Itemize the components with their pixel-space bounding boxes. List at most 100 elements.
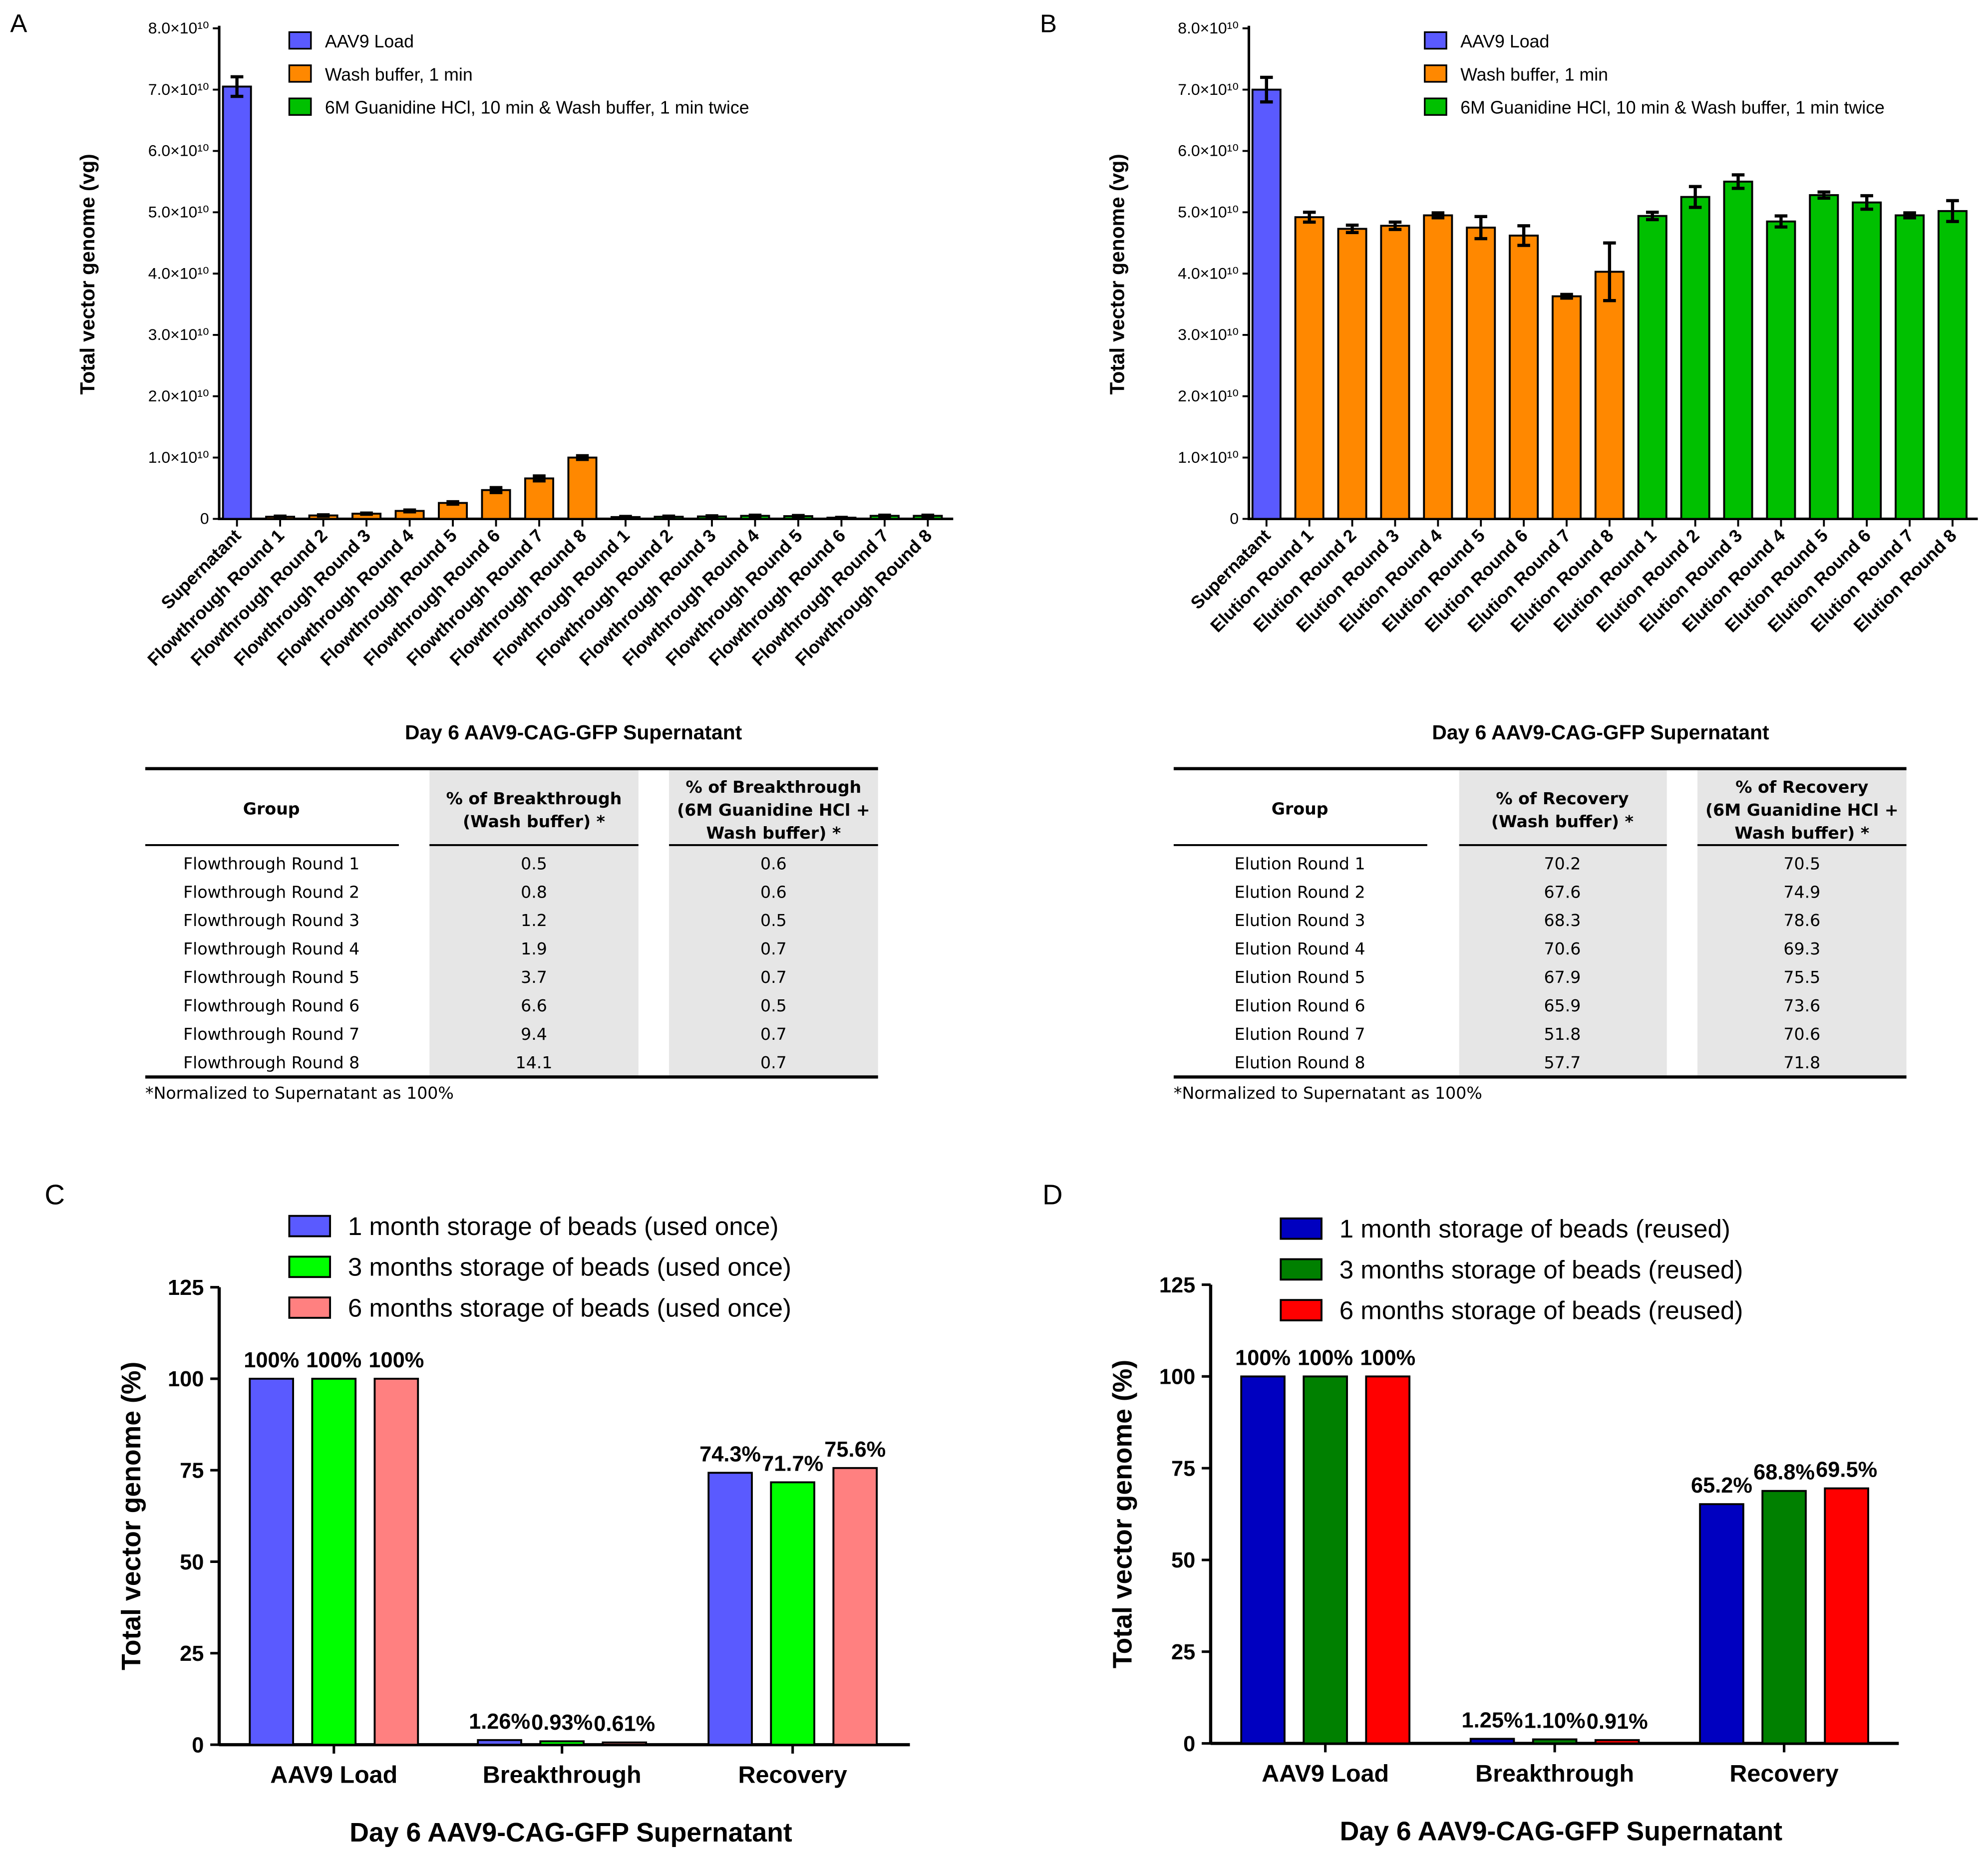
data-label: 74.3% bbox=[699, 1442, 761, 1466]
error-bar bbox=[1517, 224, 1530, 247]
table-cell: Flowthrough Round 6 bbox=[183, 996, 359, 1015]
column-header: % of Breakthrough bbox=[686, 777, 862, 797]
table-cell: Elution Round 5 bbox=[1235, 967, 1365, 987]
x-tick-label: AAV9 Load bbox=[1262, 1760, 1389, 1787]
y-axis-label: Total vector genome (vg) bbox=[76, 154, 99, 394]
y-tick-label: 4.0×10¹⁰ bbox=[1178, 264, 1239, 282]
bar bbox=[1594, 1739, 1640, 1745]
y-tick-label: 25 bbox=[180, 1642, 204, 1666]
bar bbox=[1766, 220, 1796, 520]
error-bar bbox=[1603, 241, 1616, 303]
error-bar bbox=[1646, 211, 1659, 222]
table-cell: Flowthrough Round 1 bbox=[183, 854, 359, 873]
legend-label: Wash buffer, 1 min bbox=[325, 64, 473, 84]
error-bar bbox=[792, 514, 805, 519]
table-cell: Flowthrough Round 2 bbox=[183, 882, 359, 902]
y-tick-label: 8.0×10¹⁰ bbox=[1178, 19, 1239, 37]
data-label: 65.2% bbox=[1691, 1474, 1752, 1498]
table-cell: 51.8 bbox=[1544, 1024, 1581, 1044]
table-cell: Flowthrough Round 4 bbox=[183, 939, 359, 958]
data-label: 100% bbox=[1298, 1346, 1353, 1370]
bar bbox=[707, 1472, 753, 1746]
bar bbox=[1365, 1375, 1411, 1745]
bar bbox=[832, 1467, 878, 1746]
error-bar bbox=[748, 513, 762, 518]
table-cell: 74.9 bbox=[1783, 882, 1820, 902]
y-tick-label: 8.0×10¹⁰ bbox=[148, 19, 209, 37]
column-header: (Wash buffer) * bbox=[463, 812, 605, 831]
table-cell: Flowthrough Round 8 bbox=[183, 1053, 359, 1072]
bar bbox=[770, 1481, 816, 1746]
bar bbox=[1761, 1490, 1807, 1745]
panel-label-a: A bbox=[10, 9, 27, 37]
bar bbox=[1594, 271, 1625, 520]
bar bbox=[1852, 201, 1882, 520]
legend-swatch bbox=[288, 97, 312, 116]
y-axis-label: Total vector genome (%) bbox=[1108, 1360, 1138, 1668]
legend-swatch bbox=[288, 1255, 331, 1278]
data-label: 0.61% bbox=[594, 1712, 655, 1736]
table-cell: 0.8 bbox=[521, 882, 547, 902]
error-bar bbox=[1774, 214, 1788, 229]
table-cell: 68.3 bbox=[1544, 911, 1581, 930]
error-bar bbox=[1903, 211, 1916, 220]
bar bbox=[1895, 214, 1925, 520]
error-bar bbox=[1474, 215, 1487, 241]
legend-label: AAV9 Load bbox=[325, 31, 414, 51]
error-bar bbox=[1946, 199, 1959, 223]
table-cell: 0.7 bbox=[760, 939, 787, 958]
bar bbox=[1294, 216, 1325, 520]
column-shade bbox=[1697, 768, 1907, 1077]
table-cell: 69.3 bbox=[1783, 939, 1820, 958]
column-header: % of Recovery bbox=[1735, 777, 1869, 797]
table-cell: 0.6 bbox=[760, 854, 787, 873]
y-tick-label: 125 bbox=[168, 1276, 204, 1300]
column-header: Wash buffer) * bbox=[706, 823, 841, 843]
bar bbox=[1937, 210, 1968, 520]
data-label: 1.25% bbox=[1462, 1708, 1523, 1732]
y-tick-label: 3.0×10¹⁰ bbox=[1178, 325, 1239, 343]
legend-label: Wash buffer, 1 min bbox=[1460, 64, 1608, 84]
table-cell: Elution Round 2 bbox=[1235, 882, 1365, 902]
y-tick-label: 0 bbox=[1230, 510, 1239, 528]
error-bar bbox=[576, 454, 589, 461]
bar bbox=[602, 1741, 648, 1746]
error-bar bbox=[489, 486, 503, 494]
error-bar bbox=[1860, 194, 1873, 211]
data-label: 100% bbox=[1360, 1346, 1415, 1370]
error-bar bbox=[1260, 75, 1273, 104]
error-bar bbox=[878, 513, 891, 518]
bar bbox=[1423, 214, 1453, 520]
error-bar bbox=[360, 511, 373, 516]
data-label: 69.5% bbox=[1816, 1458, 1877, 1482]
table-cell: 67.6 bbox=[1544, 882, 1581, 902]
table-cell: 75.5 bbox=[1783, 967, 1820, 987]
bar bbox=[1637, 215, 1667, 520]
chart-title: Day 6 AAV9-CAG-GFP Supernatant bbox=[1340, 1816, 1783, 1846]
x-tick-label: Breakthrough bbox=[483, 1762, 642, 1789]
legend-label: AAV9 Load bbox=[1460, 31, 1549, 51]
table-cell: 0.5 bbox=[521, 854, 547, 873]
legend-swatch bbox=[288, 1296, 331, 1319]
table-cell: 70.6 bbox=[1783, 1024, 1820, 1044]
y-tick-label: 4.0×10¹⁰ bbox=[148, 264, 209, 282]
bar bbox=[1824, 1487, 1869, 1745]
table-cell: Flowthrough Round 7 bbox=[183, 1024, 359, 1044]
error-bar bbox=[705, 514, 718, 519]
error-bar bbox=[619, 515, 632, 520]
bar bbox=[1809, 194, 1839, 520]
data-label: 0.91% bbox=[1587, 1710, 1648, 1734]
panel-label-b: B bbox=[1040, 9, 1057, 37]
error-bar bbox=[835, 516, 848, 520]
legend-label: 3 months storage of beads (used once) bbox=[348, 1253, 791, 1281]
y-tick-label: 75 bbox=[180, 1459, 204, 1483]
legend-swatch bbox=[288, 64, 312, 83]
data-label: 71.7% bbox=[762, 1452, 823, 1476]
table-cell: 14.1 bbox=[516, 1053, 553, 1072]
error-bar bbox=[1388, 220, 1402, 231]
error-bar bbox=[921, 513, 935, 518]
y-tick-label: 1.0×10¹⁰ bbox=[1178, 448, 1239, 466]
column-header: (6M Guanidine HCl + bbox=[677, 800, 870, 820]
y-tick-label: 50 bbox=[180, 1550, 204, 1574]
